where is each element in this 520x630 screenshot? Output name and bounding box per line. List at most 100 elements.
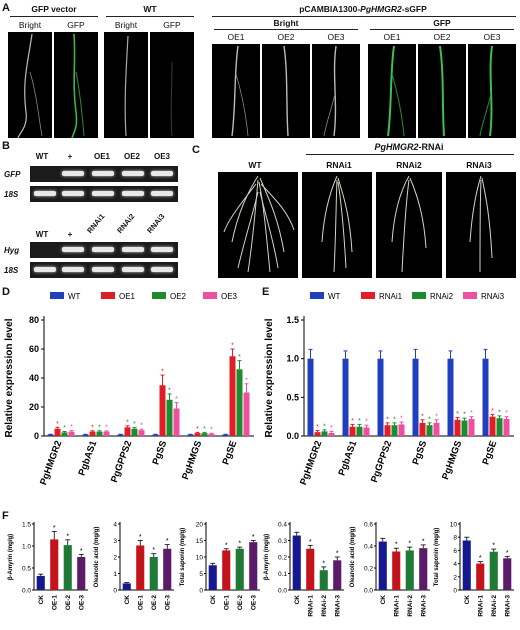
gel-band [151,247,173,252]
y-tick-label: 0.0 [278,588,287,595]
panel-f-label: F [2,510,9,522]
oe3-gfp-image [468,44,516,138]
bar [405,550,414,590]
x-tick-label: OE-3 [250,595,257,611]
y-tick-label: 4 [113,522,117,529]
bar [426,425,433,436]
bar [419,422,426,436]
wt-header: WT [143,4,157,14]
y-tick-label: 15 [196,538,204,545]
bar [496,418,503,436]
c-rnai2-root-image [376,172,442,278]
significance-star: * [309,539,312,546]
x-tick-label: RNAi-2 [407,595,414,617]
bar [412,358,419,436]
significance-star: * [336,551,339,558]
chart-f2: 0 1 2 3 4 Oleanolic acid (mg/g) CK * OE-1 * OE-2 * O… [94,522,174,610]
significance-star: * [463,412,466,419]
gel-band [122,191,144,196]
y-axis-title: Oleanolic acid (mg/g) [94,527,100,588]
gel-band [62,267,84,272]
significance-star: * [330,425,333,432]
oe1-gfp-label: OE1 [383,32,401,42]
gel-band [122,247,144,252]
bar [136,545,145,590]
gel-band [151,191,173,196]
c-rnai1-root-image [302,172,372,278]
x-tick-label: OE-2 [237,595,244,611]
x-tick-label: PgHMGS [440,439,464,481]
bar [96,431,103,436]
significance-star: * [63,425,66,432]
panel-e-label: E [262,286,270,298]
bar [398,424,405,436]
b-top-lane-3: OE1 [93,152,110,161]
gel-18s-bottom [30,262,178,278]
c-wt-root-image [218,172,298,278]
bar [159,385,166,436]
oe-bright-rule [214,29,358,30]
y-tick-label: 0.2 [278,555,287,562]
vec-gfp-image [54,32,98,138]
construct-rule [212,16,516,17]
wt-gfp-label: GFP [163,20,181,30]
bar [54,428,61,436]
x-tick-label: OE-1 [51,595,58,611]
x-tick-label: RNAi-1 [307,595,314,617]
significance-star: * [225,542,228,549]
bar [333,560,342,590]
bar [307,358,314,436]
b-bottom-lane-2: + [67,230,73,239]
y-tick-label: 1.5 [22,522,31,529]
oe1-gfp-image [368,44,416,138]
significance-star: * [492,543,495,550]
significance-star: * [80,548,83,555]
b-top-lane-4: OE2 [123,152,140,161]
bar [187,434,194,436]
b-bottom-lane-3: RNAi1 [85,211,107,235]
significance-star: * [428,416,431,423]
bar [378,541,387,590]
significance-star: * [98,424,101,431]
significance-star: * [238,354,241,361]
b-top-lane-5: OE3 [153,152,170,161]
bar [201,433,208,436]
bar [461,420,468,436]
y-tick-label: 10 [450,522,458,529]
bar [391,425,398,436]
y-tick-label: 0 [34,431,39,441]
bar [77,557,86,590]
chart-f6: 0 2 4 6 8 10 Total saponin (mg/g) CK * RNAi-1 * RNA… [434,522,514,617]
wt-gfp-image [150,32,194,138]
bar [392,551,401,590]
oe2-gfp-image [418,44,466,138]
y-tick-label: 0 [113,588,117,595]
bar [61,432,68,436]
x-tick-label: PgHMGS [180,439,204,481]
y-tick-label: 0.1 [278,571,287,578]
legend-label: WT [328,292,341,301]
panel-c-label: C [192,144,200,156]
b-bottom-lane-1: WT [35,230,49,239]
significance-star: * [498,409,501,416]
y-tick-label: 1.0 [22,544,31,551]
legend-swatch [310,292,324,299]
y-tick-label: 80 [29,315,39,325]
panel-b-label: B [2,140,10,152]
x-tick-label: PgbAS1 [337,439,360,478]
gel-band [92,171,114,176]
x-tick-label: RNAi-1 [477,595,484,617]
y-axis-title: Oleanolic acid (mg/g) [350,527,356,588]
bar [319,570,328,590]
y-tick-label: 0.3 [278,538,287,545]
bar [476,563,485,590]
c-wt-label: WT [248,160,262,170]
y-tick-label: 0 [199,588,203,595]
y-tick-label: 3 [113,538,117,545]
gel-band [62,191,84,196]
b-bottom-lane-4: RNAi2 [115,211,137,235]
y-tick-label: 1 [113,571,117,578]
y-tick-label: 40 [29,373,39,383]
construct-prefix: pCAMBIA1300- [299,4,361,14]
y-axis-title: Total saponin (mg/g) [180,528,186,587]
